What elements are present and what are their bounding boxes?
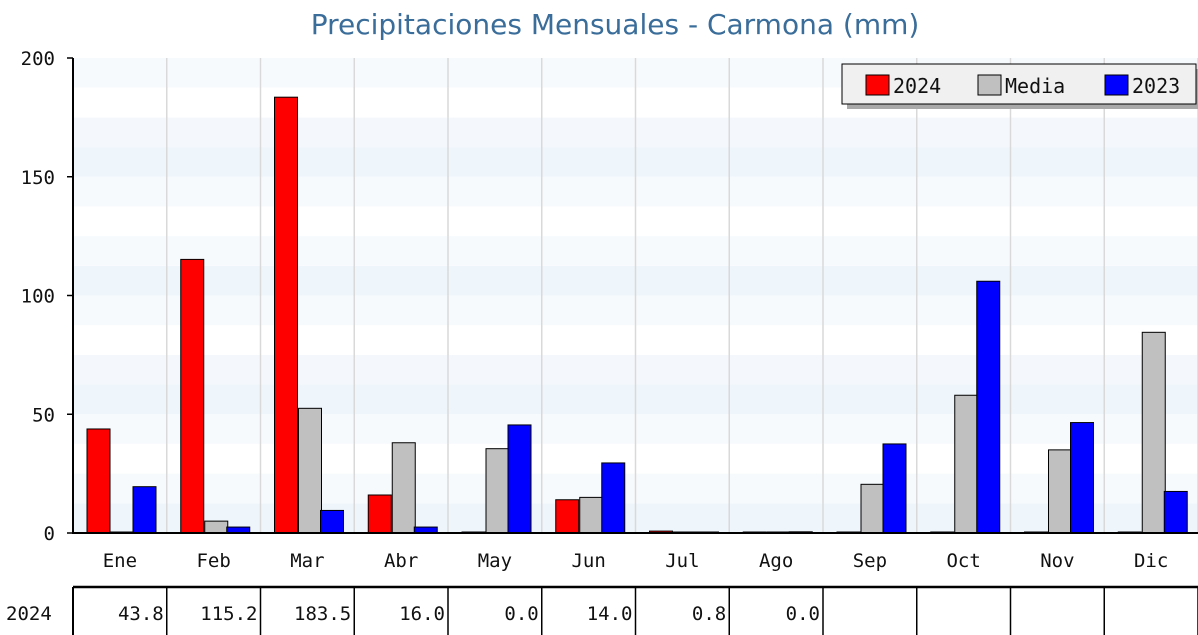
bar-media-sep <box>860 483 885 534</box>
y-tick-label: 200 <box>21 48 55 70</box>
bar-2024-feb <box>180 258 205 534</box>
bar-media-dic <box>1141 331 1166 534</box>
bar-2023-sep <box>882 443 907 534</box>
table-cell: 16.0 <box>399 603 445 625</box>
table-cell: 183.5 <box>294 603 351 625</box>
bar-media-abr <box>391 442 416 534</box>
legend-swatch <box>1104 74 1129 96</box>
table-cell: 0.0 <box>786 603 820 625</box>
bar-media-oct <box>954 394 979 534</box>
bar-media-may <box>485 448 510 534</box>
table-cell: 115.2 <box>200 603 257 625</box>
x-tick-label: Jul <box>665 550 699 572</box>
bar-2024-ene <box>86 428 111 534</box>
bar-2023-may <box>507 424 532 534</box>
bar-2024-mar <box>274 96 298 534</box>
x-tick-label: Mar <box>290 550 324 572</box>
y-tick-label: 150 <box>21 167 55 189</box>
bar-media-jun <box>579 496 604 534</box>
bar-2023-mar <box>320 509 344 534</box>
x-tick-label: Sep <box>853 550 887 572</box>
bar-2023-ene <box>132 486 157 534</box>
bar-media-mar <box>298 407 322 534</box>
vertical-gridlines <box>166 58 1198 533</box>
chart-title: Precipitaciones Mensuales - Carmona (mm) <box>311 8 920 41</box>
legend-swatch <box>865 74 890 96</box>
y-axis-ticks: 0 50 100 150 200 <box>21 48 73 545</box>
y-tick-label: 0 <box>44 523 55 545</box>
table-cell: 0.0 <box>504 603 538 625</box>
y-tick-label: 50 <box>32 404 55 426</box>
bar-2023-oct <box>976 280 1001 534</box>
legend-label: Media <box>1005 74 1065 98</box>
y-tick-label: 100 <box>21 286 55 308</box>
bar-media-feb <box>204 520 229 534</box>
x-tick-label: May <box>478 550 512 572</box>
x-tick-label: Ago <box>759 550 793 572</box>
bar-media-nov <box>1048 449 1072 534</box>
table-cell: 14.0 <box>587 603 633 625</box>
x-tick-label: Feb <box>196 550 230 572</box>
legend-box <box>841 63 1197 105</box>
bar-2023-nov <box>1070 422 1094 534</box>
legend: 2024 Media 2023 <box>841 63 1198 109</box>
legend-swatch <box>977 74 1002 96</box>
table-row-label: 2024 <box>6 603 52 625</box>
bar-2024-jun <box>555 499 580 534</box>
x-tick-label: Jun <box>571 550 605 572</box>
x-tick-label: Dic <box>1134 550 1168 572</box>
data-table: 2024 43.8 115.2 183.5 16.0 0.0 14.0 0.8 0.0 <box>6 585 1198 635</box>
legend-label: 2024 <box>893 74 941 98</box>
x-tick-label: Nov <box>1040 550 1074 572</box>
bar-2023-dic <box>1163 490 1188 534</box>
legend-label: 2023 <box>1132 74 1180 98</box>
bar-2023-jun <box>601 462 626 534</box>
x-tick-label: Oct <box>946 550 980 572</box>
x-tick-label: Ene <box>103 550 137 572</box>
table-cell: 0.8 <box>692 603 726 625</box>
table-cell: 43.8 <box>118 603 164 625</box>
x-axis-ticks: Ene Feb Mar Abr May Jun Jul Ago Sep Oct Nov Dic <box>103 550 1169 572</box>
x-tick-label: Abr <box>384 550 418 572</box>
bar-2024-abr <box>367 494 392 534</box>
